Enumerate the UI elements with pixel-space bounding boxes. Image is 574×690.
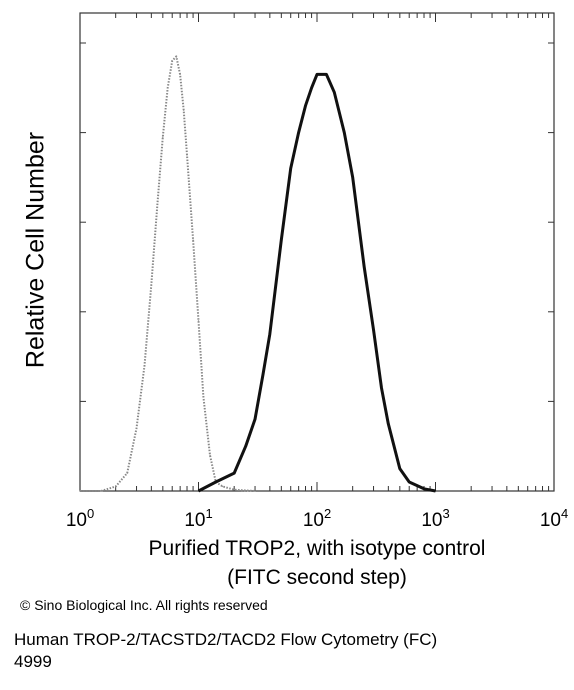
series-1-point [126,472,128,474]
series-1-point [183,109,185,111]
series-2-point [352,176,354,178]
series-2-point [387,423,389,425]
series-1-point [186,154,188,156]
series-1-point [179,73,181,75]
series-1-point [202,396,204,398]
series-2-point [325,73,327,75]
series-1-point [79,490,81,492]
series-1-point [197,320,200,322]
series-1-point [115,485,117,488]
series-2-point [343,132,345,134]
series-2-point [423,488,425,490]
flow-cytometry-histogram: 100 101 102 103 104 [66,12,568,531]
axis-ticks [79,13,554,491]
series-1-point [233,489,235,491]
series-1-point [156,203,158,205]
y-axis-label: Relative Cell Number [21,131,50,369]
series-2-point [197,490,200,492]
histogram-series-2 [197,72,436,493]
series-1-point [209,454,211,456]
x-tick-label: 100 [66,506,94,531]
series-2-point [311,87,313,89]
x-tick-label: 103 [421,506,449,531]
series-2-point [408,481,410,483]
x-axis-label-line1: Purified TROP2, with isotype control [148,537,486,560]
series-1-point [254,490,256,492]
series-2-point [372,329,375,331]
copyright-notice: © Sino Biological Inc. All rights reserv… [20,597,268,613]
series-1-point [192,239,194,241]
series-2-point [399,468,401,470]
figure-caption: Human TROP-2/TACSTD2/TACD2 Flow Cytometr… [14,629,437,673]
x-tick-labels: 100 101 102 103 104 [66,506,568,531]
series-2-point [290,167,292,169]
series-1-point [171,60,173,62]
caption-line2: 4999 [14,652,52,671]
series-2-point [363,266,365,268]
series-layer [79,55,437,493]
x-axis-label: Purified TROP2, with isotype control (FI… [80,534,554,592]
x-axis-label-line2: (FITC second step) [227,566,407,589]
series-2-point [269,333,271,335]
series-2-point [380,387,383,389]
series-2-point [333,91,335,93]
series-2-point [316,73,318,75]
series-1-point [167,87,169,89]
series-1-point [175,55,177,58]
series-2-point [304,105,307,107]
caption-line1: Human TROP-2/TACSTD2/TACD2 Flow Cytometr… [14,630,438,649]
x-tick-label: 102 [303,506,331,531]
histogram-series-1 [80,55,256,492]
series-2-point [245,445,247,447]
y-axis-label-wrap: Relative Cell Number [14,10,58,490]
series-2-point [280,239,282,241]
series-1-point [162,136,164,138]
series-2-point [254,418,256,420]
series-1-point [100,490,102,492]
x-tick-label: 101 [184,506,212,531]
x-tick-label: 104 [540,506,568,531]
series-1-point [222,485,224,488]
series-2-point [215,481,217,483]
plot-frame [79,12,555,492]
series-1-point [143,365,146,367]
series-2-point [434,490,437,492]
series-2-point [298,132,300,134]
series-2-point [262,373,264,376]
series-2-point [233,472,235,474]
series-1-point [150,284,152,286]
series-1-point [135,427,138,429]
